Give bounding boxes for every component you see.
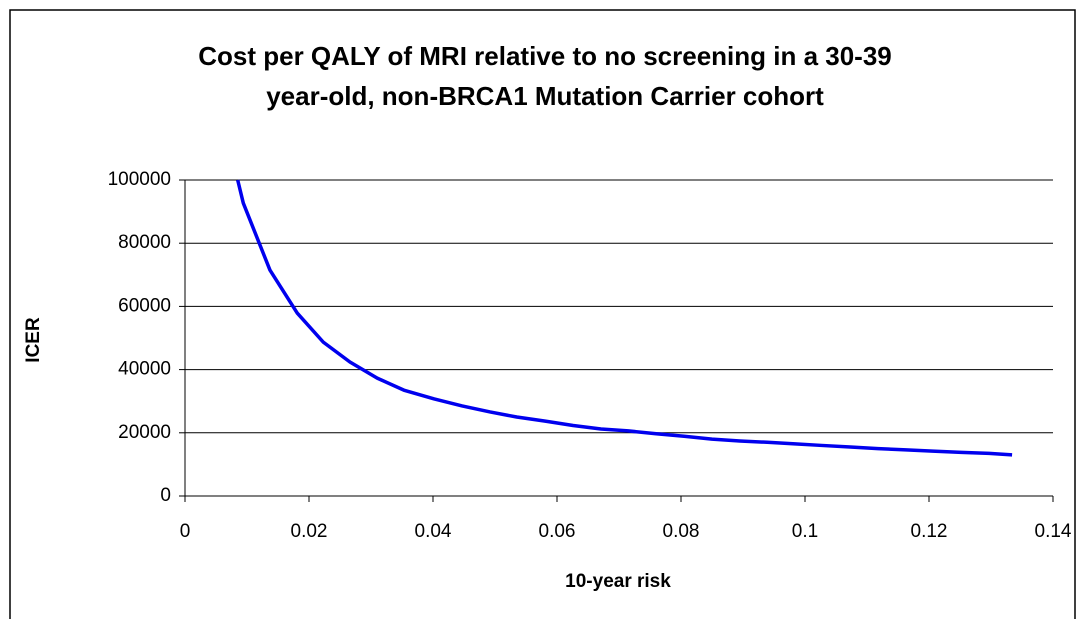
y-tick-label: 0 <box>160 485 171 506</box>
y-tick-label: 80000 <box>118 232 171 253</box>
x-tick-label: 0.08 <box>663 521 700 542</box>
x-axis-title: 10-year risk <box>565 571 671 592</box>
x-tick-label: 0.14 <box>1035 521 1072 542</box>
chart-title: year-old, non-BRCA1 Mutation Carrier coh… <box>266 81 824 111</box>
y-axis-title: ICER <box>23 317 44 363</box>
x-tick-label: 0.02 <box>291 521 328 542</box>
data-line <box>235 179 1013 457</box>
x-tick-label: 0.04 <box>415 521 452 542</box>
x-tick-label: 0 <box>180 521 191 542</box>
chart-border <box>9 9 1076 624</box>
y-tick-label: 20000 <box>118 422 171 443</box>
x-tick-label: 0.1 <box>792 521 818 542</box>
x-tick-label: 0.06 <box>539 521 576 542</box>
y-tick-label: 100000 <box>108 169 171 190</box>
y-tick-label: 40000 <box>118 359 171 380</box>
chart-title: Cost per QALY of MRI relative to no scre… <box>198 41 892 71</box>
x-tick-label: 0.12 <box>911 521 948 542</box>
y-tick-label: 60000 <box>118 295 171 316</box>
